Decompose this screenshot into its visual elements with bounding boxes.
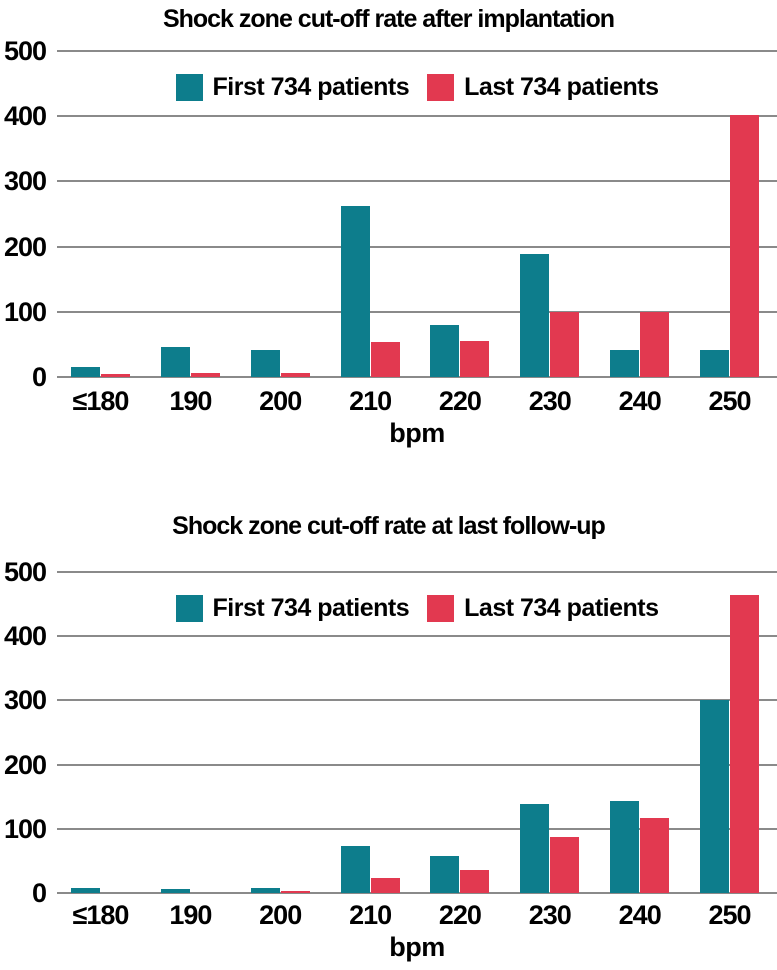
bar-first-series: [430, 324, 460, 377]
bar-first-series: [340, 205, 370, 377]
x-tick-label: 190: [169, 900, 212, 930]
y-tick-label: 500: [3, 36, 47, 66]
x-tick-label: 210: [349, 386, 392, 416]
plot-area: First 734 patients Last 734 patients: [57, 50, 777, 378]
x-tick-label: 210: [349, 900, 392, 930]
bar-last-series: [280, 373, 310, 377]
bar-first-series: [250, 349, 280, 377]
bar-last-series: [460, 869, 490, 893]
x-tick-label: 230: [528, 386, 572, 416]
legend-swatch-icon: [175, 73, 203, 101]
y-tick-label: 0: [31, 362, 47, 392]
gridline: [57, 892, 777, 894]
legend-swatch-icon: [427, 594, 455, 622]
bar-last-series: [370, 878, 400, 893]
y-tick-label: 500: [3, 557, 47, 587]
gridline: [57, 180, 777, 183]
x-tick-label: ≤180: [72, 386, 130, 416]
bar-first-series: [700, 700, 729, 893]
legend-swatch-icon: [427, 73, 455, 101]
x-tick-label: 230: [528, 900, 572, 930]
bar-last-series: [101, 374, 130, 377]
bar-first-series: [610, 800, 640, 893]
gridline: [57, 571, 777, 573]
bar-last-series: [640, 311, 670, 377]
plot-area: First 734 patients Last 734 patients: [57, 571, 777, 894]
chart-title: Shock zone cut-off rate at last follow-u…: [172, 512, 606, 540]
legend-label: First 734 patients: [212, 73, 410, 101]
bar-last-series: [280, 891, 310, 893]
bar-first-series: [700, 350, 729, 377]
bar-first-series: [250, 887, 280, 893]
bar-last-series: [730, 595, 759, 893]
legend-item: Last 734 patients: [427, 594, 659, 622]
x-axis-label: bpm: [389, 932, 445, 962]
y-tick-label: 400: [3, 101, 47, 132]
bar-first-series: [71, 887, 100, 893]
legend: First 734 patients Last 734 patients: [57, 594, 777, 622]
y-tick-label: 200: [3, 749, 47, 780]
legend-label: Last 734 patients: [464, 73, 659, 101]
y-tick-label: 300: [3, 166, 47, 197]
legend-label: First 734 patients: [212, 594, 410, 622]
x-tick-label: 250: [708, 386, 751, 416]
bar-last-series: [730, 114, 759, 377]
y-axis: 0 100 200 300 400 500: [0, 558, 47, 907]
gridline: [57, 310, 777, 313]
y-tick-label: 400: [3, 621, 47, 652]
bar-first-series: [520, 254, 550, 377]
x-tick-label: 190: [169, 386, 212, 416]
chart-title: Shock zone cut-off rate after implantati…: [162, 5, 615, 33]
gridline: [57, 827, 777, 830]
x-axis-label: bpm: [389, 418, 445, 448]
legend-label: Last 734 patients: [464, 594, 659, 622]
y-tick-label: 200: [3, 231, 47, 262]
bar-first-series: [340, 846, 370, 893]
x-tick-label: ≤180: [72, 900, 130, 930]
y-axis: 0 100 200 300 400 500: [0, 37, 47, 391]
bar-first-series: [160, 347, 190, 377]
bar-last-series: [190, 373, 220, 377]
gridline: [57, 50, 777, 52]
gridline: [57, 699, 777, 702]
y-tick-label: 100: [3, 813, 47, 844]
x-tick-label: 250: [708, 900, 751, 930]
legend-swatch-icon: [175, 594, 203, 622]
bar-last-series: [370, 341, 400, 377]
bar-first-series: [520, 803, 550, 893]
bar-first-series: [430, 856, 460, 893]
y-tick-label: 0: [31, 878, 47, 908]
y-tick-label: 300: [3, 685, 47, 716]
bar-first-series: [610, 349, 640, 377]
x-axis: ≤180 190 200 210 220 230 240 250: [57, 900, 777, 932]
x-tick-label: 240: [618, 386, 662, 416]
x-axis: ≤180 190 200 210 220 230 240 250: [57, 386, 777, 418]
x-tick-label: 200: [259, 386, 302, 416]
x-tick-label: 220: [438, 386, 482, 416]
legend-item: First 734 patients: [175, 594, 410, 622]
legend: First 734 patients Last 734 patients: [57, 73, 777, 101]
bar-last-series: [460, 340, 490, 377]
bar-last-series: [550, 311, 580, 377]
bar-last-series: [640, 817, 670, 893]
bar-last-series: [550, 836, 580, 893]
x-tick-label: 220: [438, 900, 482, 930]
x-tick-label: 240: [618, 900, 662, 930]
bar-first-series: [160, 889, 190, 893]
gridline: [57, 376, 777, 378]
legend-item: Last 734 patients: [427, 73, 659, 101]
gridline: [57, 763, 777, 766]
legend-item: First 734 patients: [175, 73, 410, 101]
y-tick-label: 100: [3, 296, 47, 327]
gridline: [57, 115, 777, 118]
x-tick-label: 200: [259, 900, 302, 930]
gridline: [57, 635, 777, 638]
bar-first-series: [71, 367, 100, 377]
gridline: [57, 245, 777, 248]
